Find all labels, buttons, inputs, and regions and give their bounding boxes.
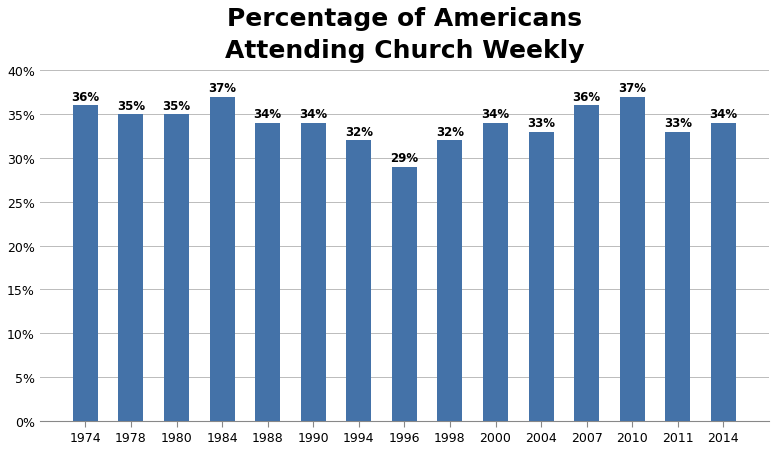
Bar [528,133,553,421]
Bar [665,133,691,421]
Text: 34%: 34% [300,108,327,121]
Bar [392,167,417,421]
Bar [300,124,326,421]
Text: 37%: 37% [618,82,646,95]
Text: 35%: 35% [162,99,191,112]
Text: 36%: 36% [71,91,99,104]
Text: 29%: 29% [390,152,418,165]
Bar [620,97,645,421]
Text: 34%: 34% [254,108,282,121]
Bar [346,141,372,421]
Text: 33%: 33% [663,117,691,130]
Bar [255,124,280,421]
Text: 34%: 34% [481,108,510,121]
Bar [574,106,599,421]
Text: 33%: 33% [527,117,555,130]
Bar [119,115,144,421]
Bar [711,124,736,421]
Bar [483,124,508,421]
Text: 36%: 36% [573,91,601,104]
Title: Percentage of Americans
Attending Church Weekly: Percentage of Americans Attending Church… [224,7,584,62]
Text: 35%: 35% [117,99,145,112]
Text: 37%: 37% [208,82,236,95]
Bar [438,141,462,421]
Text: 32%: 32% [345,125,372,138]
Bar [73,106,98,421]
Bar [164,115,189,421]
Bar [210,97,234,421]
Text: 32%: 32% [436,125,464,138]
Text: 34%: 34% [709,108,737,121]
